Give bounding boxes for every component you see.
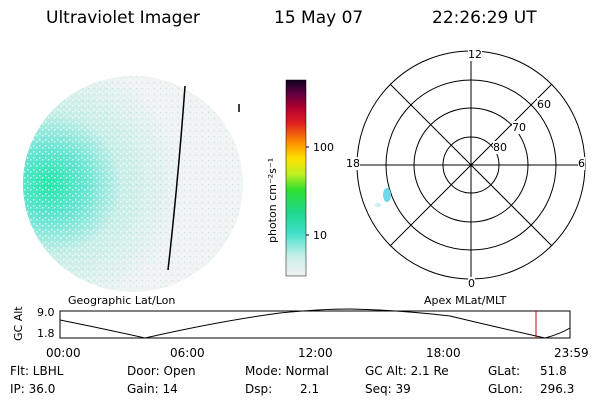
door-info: Door: Open	[127, 364, 196, 378]
colorbar-tick-100: 100	[313, 141, 334, 154]
gain-info: Gain: 14	[127, 382, 178, 396]
dsp-value: 2.1	[300, 382, 320, 396]
mlt-label-12: 12	[468, 48, 482, 61]
mlt-label-6: 6	[578, 157, 585, 170]
timeline-xtick-1200: 12:00	[298, 346, 333, 360]
lat-label-70: 70	[512, 121, 526, 134]
timeline-axis-title: GC Alt	[12, 306, 25, 341]
mlt-label-18: 18	[346, 157, 360, 170]
mlt-label-0: 0	[468, 277, 475, 290]
apex-label: Apex MLat/MLT	[424, 294, 507, 307]
altitude-timeline: GC Alt	[12, 306, 571, 341]
dsp-label: Dsp:	[245, 382, 273, 396]
glat-label: GLat:	[488, 364, 521, 378]
colorbar-tick-10: 10	[313, 229, 327, 242]
seq-info: Seq: 39	[365, 382, 411, 396]
glat-value: 51.8	[540, 364, 567, 378]
glon-value: 296.3	[540, 382, 575, 396]
timeline-xtick-0600: 06:00	[170, 346, 205, 360]
terminator-line	[167, 85, 186, 271]
altitude-curve	[59, 308, 571, 339]
aurora-blob	[383, 188, 391, 202]
timeline-xtick-0000: 00:00	[46, 346, 81, 360]
time-label: 22:26:29 UT	[432, 8, 537, 28]
timeline-ytick-bottom: 1.8	[37, 327, 55, 340]
gc-alt-info: GC Alt: 2.1 Re	[365, 364, 449, 378]
polar-plot	[356, 50, 586, 280]
lat-label-60: 60	[537, 98, 551, 111]
instrument-title: Ultraviolet Imager	[46, 8, 200, 28]
filter-info: Flt: LBHL	[10, 364, 64, 378]
glon-label: GLon:	[488, 382, 523, 396]
timeline-xtick-2359: 23:59	[554, 346, 589, 360]
geographic-label: Geographic Lat/Lon	[68, 294, 176, 307]
colorbar-unit-label: photon cm⁻²s⁻¹	[266, 158, 279, 243]
timeline-xtick-1800: 18:00	[426, 346, 461, 360]
timeline-ytick-top: 9.0	[37, 306, 55, 319]
mode-info: Mode: Normal	[245, 364, 329, 378]
ip-info: IP: 36.0	[10, 382, 56, 396]
lat-label-80: 80	[493, 141, 507, 154]
date-label: 15 May 07	[274, 8, 364, 28]
colorbar: photon cm⁻²s⁻¹	[266, 79, 309, 277]
geographic-image	[23, 76, 243, 292]
